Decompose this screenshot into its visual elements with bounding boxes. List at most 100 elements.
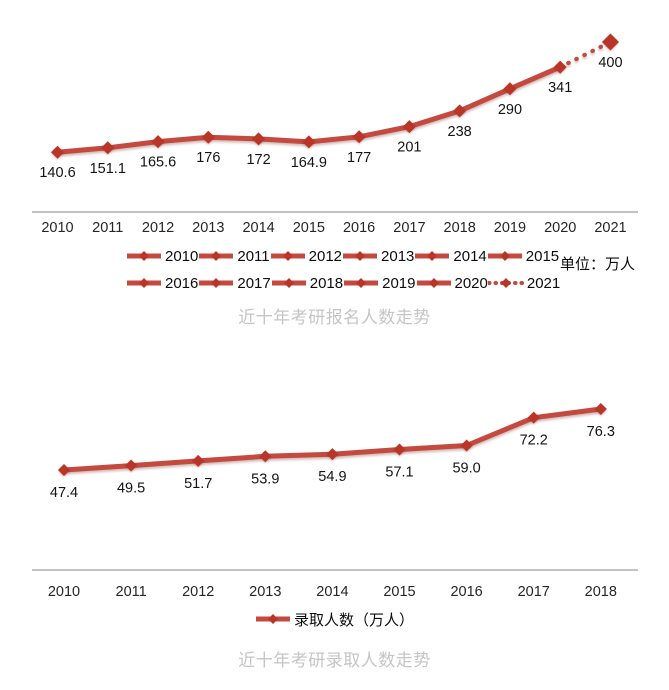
legend-label: 2013 [381,247,415,265]
legend-sample [198,249,234,263]
data-point-label: 177 [347,150,371,166]
data-point-label: 172 [246,152,270,168]
legend-sample [126,276,162,290]
data-point-label: 76.3 [587,424,615,440]
data-point-marker [553,60,567,74]
data-point-label: 57.1 [385,465,413,481]
legend-row: 2016 2017 2018 2019 2020 2021 [126,270,560,296]
registration-trend-chart-legend: 2010 2011 2012 2013 2014 2015 2016 2017 2018 2019… [126,243,560,296]
legend-line-marker-icon [416,278,451,288]
legend-sample-marker [355,251,366,261]
data-point-marker [302,135,316,149]
x-tick-label: 2020 [544,220,576,236]
legend-sample-marker [139,251,149,261]
x-tick-label: 2018 [444,220,476,236]
x-tick-label: 2014 [242,220,274,236]
legend-line-marker-icon [415,251,450,261]
x-tick-label: 2016 [343,220,375,236]
x-tick-label: 2021 [594,220,626,236]
data-point-marker [503,82,517,96]
x-tick-label: 2016 [450,584,482,600]
data-point-marker [326,448,339,461]
data-point-marker [352,130,366,144]
legend-sample-marker [428,278,439,288]
legend-item-2014: 2014 [414,248,487,265]
data-point-marker [460,439,473,452]
legend-row: 2010 2011 2012 2013 2014 2015 [126,243,560,269]
x-tick-label: 2010 [48,584,80,600]
legend-line-marker-icon [270,251,305,261]
legend-item-2010: 2010 [126,248,198,265]
legend-item-2016: 2016 [126,275,198,292]
legend-sample-marker [211,278,222,288]
x-tick-label: 2018 [585,584,617,600]
legend-item-2017: 2017 [198,274,271,292]
legend-sample [198,276,234,290]
legend-label: 2019 [382,274,416,292]
legend-line-marker-icon [127,251,161,261]
legend-item-2015: 2015 [487,248,559,265]
legend-sample [414,249,450,263]
legend-line-marker-icon [271,278,306,288]
legend-label: 2011 [237,247,270,265]
legend-sample [255,612,291,626]
x-tick-label: 2011 [116,584,147,600]
data-point-marker [192,454,205,467]
legend-sample [487,276,524,290]
legend-line-marker-icon [127,278,161,288]
legend-sample [487,249,523,263]
legend-sample-marker [283,278,294,288]
data-point-label: 47.4 [50,485,78,501]
x-tick-label: 2012 [182,584,214,600]
legend-label: 录取人数（万人） [293,611,414,629]
data-point-marker [201,130,215,144]
legend-sample-marker [282,251,293,261]
legend-sample [126,249,162,263]
admission-trend-chart-canvas: 2010 2011 2012 2013 2014 2015 2016 2017 2018 47.4… [32,403,638,600]
legend-label: 2012 [308,247,343,265]
legend-line-marker-icon [487,251,522,261]
data-point-marker [393,443,406,456]
legend-line-marker-icon [255,614,290,624]
x-tick-label: 2019 [494,220,526,236]
legend-sample-marker [139,278,149,288]
legend-label: 2021 [526,274,561,292]
legend-label: 2017 [237,274,271,292]
unit-label: 单位：万人 [560,256,636,273]
data-point-label: 201 [397,140,421,156]
x-tick-label: 2017 [393,220,425,236]
data-point-marker [58,463,70,476]
data-point-marker [125,459,138,472]
legend-item-2021: 2021 [487,274,561,292]
legend-sample [343,276,379,290]
x-tick-label: 2011 [92,220,123,236]
data-point-marker [527,411,540,424]
x-tick-label: 2015 [383,584,415,600]
data-point-label: 400 [598,55,622,71]
data-point-label: 59.0 [452,461,480,477]
data-point-marker [151,135,165,149]
data-point-marker [101,141,115,155]
data-point-label: 341 [548,80,572,96]
legend-label: 2018 [309,274,344,292]
legend-label: 2016 [165,274,199,292]
legend-dotted-line-marker-icon [487,278,524,288]
admission-chart-title: 近十年考研录取人数走势 [238,651,431,670]
x-tick-label: 2012 [142,220,174,236]
legend-sample-marker [499,251,510,261]
legend-sample-marker [267,614,278,624]
data-point-label: 165.6 [140,155,176,171]
x-tick-label: 2017 [518,584,550,600]
data-point-label: 53.9 [251,471,279,487]
data-point-marker [259,450,272,463]
registration-trend-chart-canvas: 2010 2011 2012 2013 2014 2015 2016 2017 2018 2019… [32,33,638,236]
x-tick-label: 2010 [41,220,73,236]
legend-item-2019: 2019 [343,274,416,292]
legend-item-2018: 2018 [271,275,343,292]
data-point-label: 49.5 [117,481,145,497]
legend-item-2011: 2011 [198,247,270,265]
data-point-label: 54.9 [318,469,346,485]
legend-line-marker-icon [344,278,379,288]
legend-label: 2020 [454,274,488,292]
